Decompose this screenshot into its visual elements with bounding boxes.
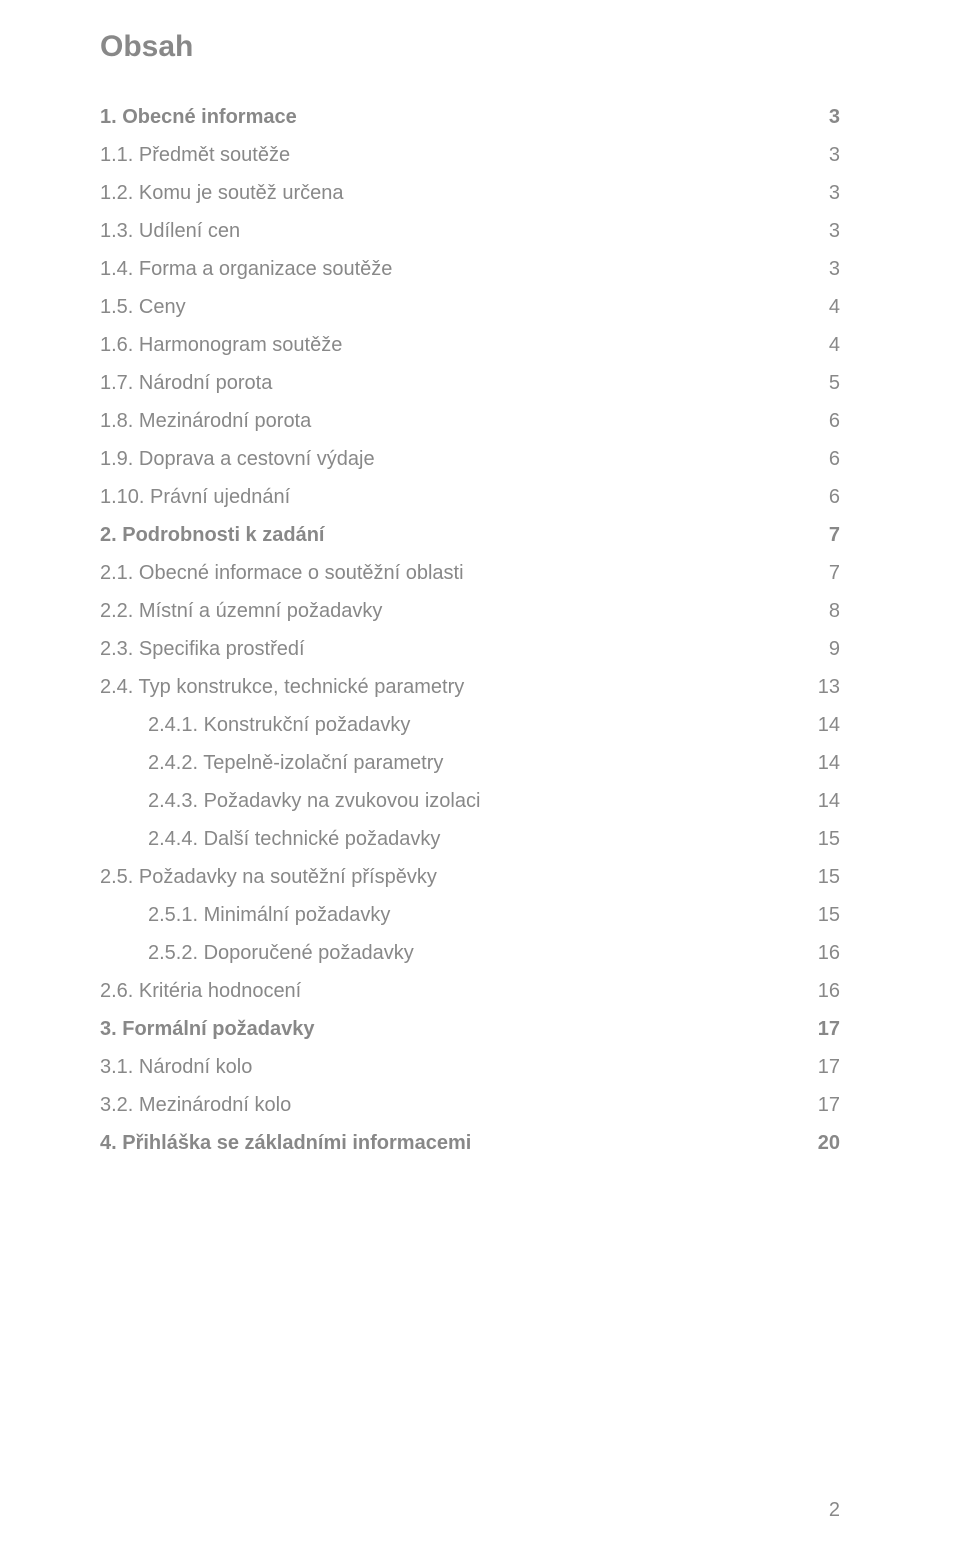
toc-page-number: 17 bbox=[812, 1010, 840, 1048]
toc-row: 1.10. Právní ujednání 6 bbox=[100, 478, 840, 516]
toc-page-number: 15 bbox=[812, 858, 840, 896]
toc-page-number: 4 bbox=[812, 326, 840, 364]
toc-page-number: 17 bbox=[812, 1086, 840, 1124]
toc-label: 1.5. Ceny bbox=[100, 288, 186, 326]
toc-label: 2.4. Typ konstrukce, technické parametry bbox=[100, 668, 464, 706]
toc-row: 3.1. Národní kolo 17 bbox=[100, 1048, 840, 1086]
toc-row: 1.8. Mezinárodní porota 6 bbox=[100, 402, 840, 440]
toc-label: 2.5. Požadavky na soutěžní příspěvky bbox=[100, 858, 437, 896]
toc-page-number: 7 bbox=[812, 554, 840, 592]
toc-page-number: 15 bbox=[812, 820, 840, 858]
toc-page-number: 8 bbox=[812, 592, 840, 630]
toc-row: 1.7. Národní porota 5 bbox=[100, 364, 840, 402]
toc-label: 1. Obecné informace bbox=[100, 98, 297, 136]
toc-page-number: 4 bbox=[812, 288, 840, 326]
toc-page-number: 6 bbox=[812, 440, 840, 478]
toc-label: 1.7. Národní porota bbox=[100, 364, 272, 402]
toc-page-number: 3 bbox=[812, 136, 840, 174]
toc-page-number: 3 bbox=[812, 250, 840, 288]
toc-page-number: 16 bbox=[812, 972, 840, 1010]
toc-row: 2. Podrobnosti k zadání 7 bbox=[100, 516, 840, 554]
toc-row: 1. Obecné informace 3 bbox=[100, 98, 840, 136]
toc-row: 2.4.3. Požadavky na zvukovou izolaci 14 bbox=[100, 782, 840, 820]
toc-page-number: 3 bbox=[812, 212, 840, 250]
toc-row: 2.4.4. Další technické požadavky 15 bbox=[100, 820, 840, 858]
page-number: 2 bbox=[829, 1499, 840, 1522]
toc-page-number: 6 bbox=[812, 478, 840, 516]
table-of-contents: 1. Obecné informace31.1. Předmět soutěže… bbox=[100, 98, 840, 1162]
toc-page-number: 14 bbox=[812, 706, 840, 744]
toc-label: 1.8. Mezinárodní porota bbox=[100, 402, 311, 440]
toc-page-number: 5 bbox=[812, 364, 840, 402]
toc-row: 1.4. Forma a organizace soutěže 3 bbox=[100, 250, 840, 288]
toc-page-number: 13 bbox=[812, 668, 840, 706]
toc-label: 2.4.3. Požadavky na zvukovou izolaci bbox=[148, 782, 480, 820]
toc-label: 3. Formální požadavky bbox=[100, 1010, 315, 1048]
toc-label: 1.6. Harmonogram soutěže bbox=[100, 326, 342, 364]
toc-row: 2.5.1. Minimální požadavky 15 bbox=[100, 896, 840, 934]
toc-label: 1.9. Doprava a cestovní výdaje bbox=[100, 440, 375, 478]
document-page: Obsah 1. Obecné informace31.1. Předmět s… bbox=[0, 0, 960, 1550]
toc-row: 1.9. Doprava a cestovní výdaje 6 bbox=[100, 440, 840, 478]
toc-row: 3. Formální požadavky 17 bbox=[100, 1010, 840, 1048]
toc-label: 3.2. Mezinárodní kolo bbox=[100, 1086, 291, 1124]
toc-label: 1.4. Forma a organizace soutěže bbox=[100, 250, 392, 288]
toc-row: 3.2. Mezinárodní kolo 17 bbox=[100, 1086, 840, 1124]
toc-row: 1.5. Ceny 4 bbox=[100, 288, 840, 326]
toc-label: 1.1. Předmět soutěže bbox=[100, 136, 290, 174]
toc-page-number: 20 bbox=[812, 1124, 840, 1162]
toc-page-number: 9 bbox=[812, 630, 840, 668]
toc-page-number: 14 bbox=[812, 744, 840, 782]
toc-row: 2.6. Kritéria hodnocení 16 bbox=[100, 972, 840, 1010]
toc-row: 4. Přihláška se základními informacemi 20 bbox=[100, 1124, 840, 1162]
toc-label: 4. Přihláška se základními informacemi bbox=[100, 1124, 471, 1162]
toc-row: 1.2. Komu je soutěž určena 3 bbox=[100, 174, 840, 212]
toc-row: 2.4.1. Konstrukční požadavky 14 bbox=[100, 706, 840, 744]
toc-page-number: 3 bbox=[812, 174, 840, 212]
toc-row: 1.6. Harmonogram soutěže 4 bbox=[100, 326, 840, 364]
toc-row: 2.1. Obecné informace o soutěžní oblasti… bbox=[100, 554, 840, 592]
toc-label: 2.4.4. Další technické požadavky bbox=[148, 820, 440, 858]
page-title: Obsah bbox=[100, 30, 840, 64]
toc-label: 2.1. Obecné informace o soutěžní oblasti bbox=[100, 554, 464, 592]
toc-row: 2.2. Místní a územní požadavky 8 bbox=[100, 592, 840, 630]
toc-label: 3.1. Národní kolo bbox=[100, 1048, 252, 1086]
toc-label: 2.3. Specifika prostředí bbox=[100, 630, 305, 668]
toc-page-number: 16 bbox=[812, 934, 840, 972]
toc-label: 1.3. Udílení cen bbox=[100, 212, 240, 250]
toc-row: 2.5.2. Doporučené požadavky 16 bbox=[100, 934, 840, 972]
toc-page-number: 7 bbox=[812, 516, 840, 554]
toc-page-number: 15 bbox=[812, 896, 840, 934]
toc-row: 1.1. Předmět soutěže 3 bbox=[100, 136, 840, 174]
toc-label: 1.2. Komu je soutěž určena bbox=[100, 174, 343, 212]
toc-label: 2.5.1. Minimální požadavky bbox=[148, 896, 390, 934]
toc-label: 1.10. Právní ujednání bbox=[100, 478, 290, 516]
toc-label: 2.5.2. Doporučené požadavky bbox=[148, 934, 414, 972]
toc-label: 2. Podrobnosti k zadání bbox=[100, 516, 324, 554]
toc-page-number: 6 bbox=[812, 402, 840, 440]
toc-row: 2.5. Požadavky na soutěžní příspěvky 15 bbox=[100, 858, 840, 896]
toc-row: 2.4. Typ konstrukce, technické parametry… bbox=[100, 668, 840, 706]
toc-page-number: 17 bbox=[812, 1048, 840, 1086]
toc-row: 2.4.2. Tepelně-izolační parametry 14 bbox=[100, 744, 840, 782]
toc-page-number: 3 bbox=[812, 98, 840, 136]
toc-label: 2.6. Kritéria hodnocení bbox=[100, 972, 301, 1010]
toc-label: 2.2. Místní a územní požadavky bbox=[100, 592, 382, 630]
toc-label: 2.4.2. Tepelně-izolační parametry bbox=[148, 744, 443, 782]
toc-row: 1.3. Udílení cen 3 bbox=[100, 212, 840, 250]
toc-row: 2.3. Specifika prostředí 9 bbox=[100, 630, 840, 668]
toc-page-number: 14 bbox=[812, 782, 840, 820]
toc-label: 2.4.1. Konstrukční požadavky bbox=[148, 706, 410, 744]
